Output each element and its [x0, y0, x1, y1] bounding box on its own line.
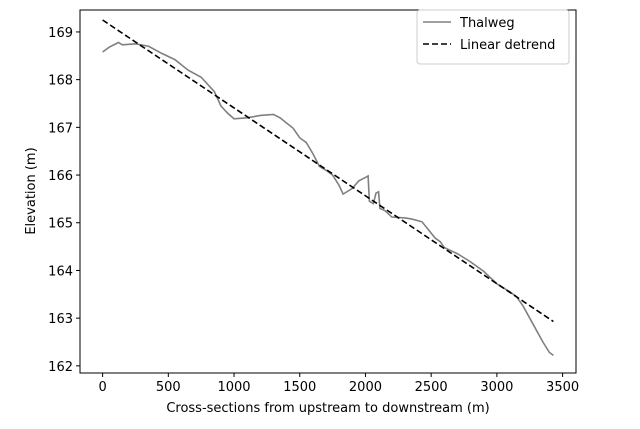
y-tick-label: 163: [48, 312, 73, 327]
legend-label: Thalweg: [459, 16, 515, 31]
y-tick-label: 162: [48, 360, 73, 375]
x-axis-label: Cross-sections from upstream to downstre…: [166, 401, 489, 416]
x-tick-label: 1500: [283, 380, 316, 395]
y-tick-label: 168: [48, 74, 73, 89]
x-tick-label: 2500: [415, 380, 448, 395]
y-tick-label: 169: [48, 26, 73, 41]
x-tick-label: 0: [98, 380, 106, 395]
x-tick-label: 500: [156, 380, 181, 395]
legend-box: [416, 9, 570, 65]
x-tick-label: 3000: [480, 380, 513, 395]
legend-label: Linear detrend: [460, 38, 555, 53]
x-tick-label: 1000: [217, 380, 250, 395]
plot-frame: [79, 9, 577, 374]
y-tick-label: 167: [48, 121, 73, 136]
x-tick-label: 3500: [546, 380, 579, 395]
y-axis-label: Elevation (m): [24, 147, 39, 234]
series-line: [102, 41, 554, 356]
series-line: [102, 19, 554, 323]
y-tick-label: 166: [48, 169, 73, 184]
y-tick-label: 164: [48, 264, 73, 279]
y-tick-label: 165: [48, 217, 73, 232]
x-tick-label: 2000: [349, 380, 382, 395]
